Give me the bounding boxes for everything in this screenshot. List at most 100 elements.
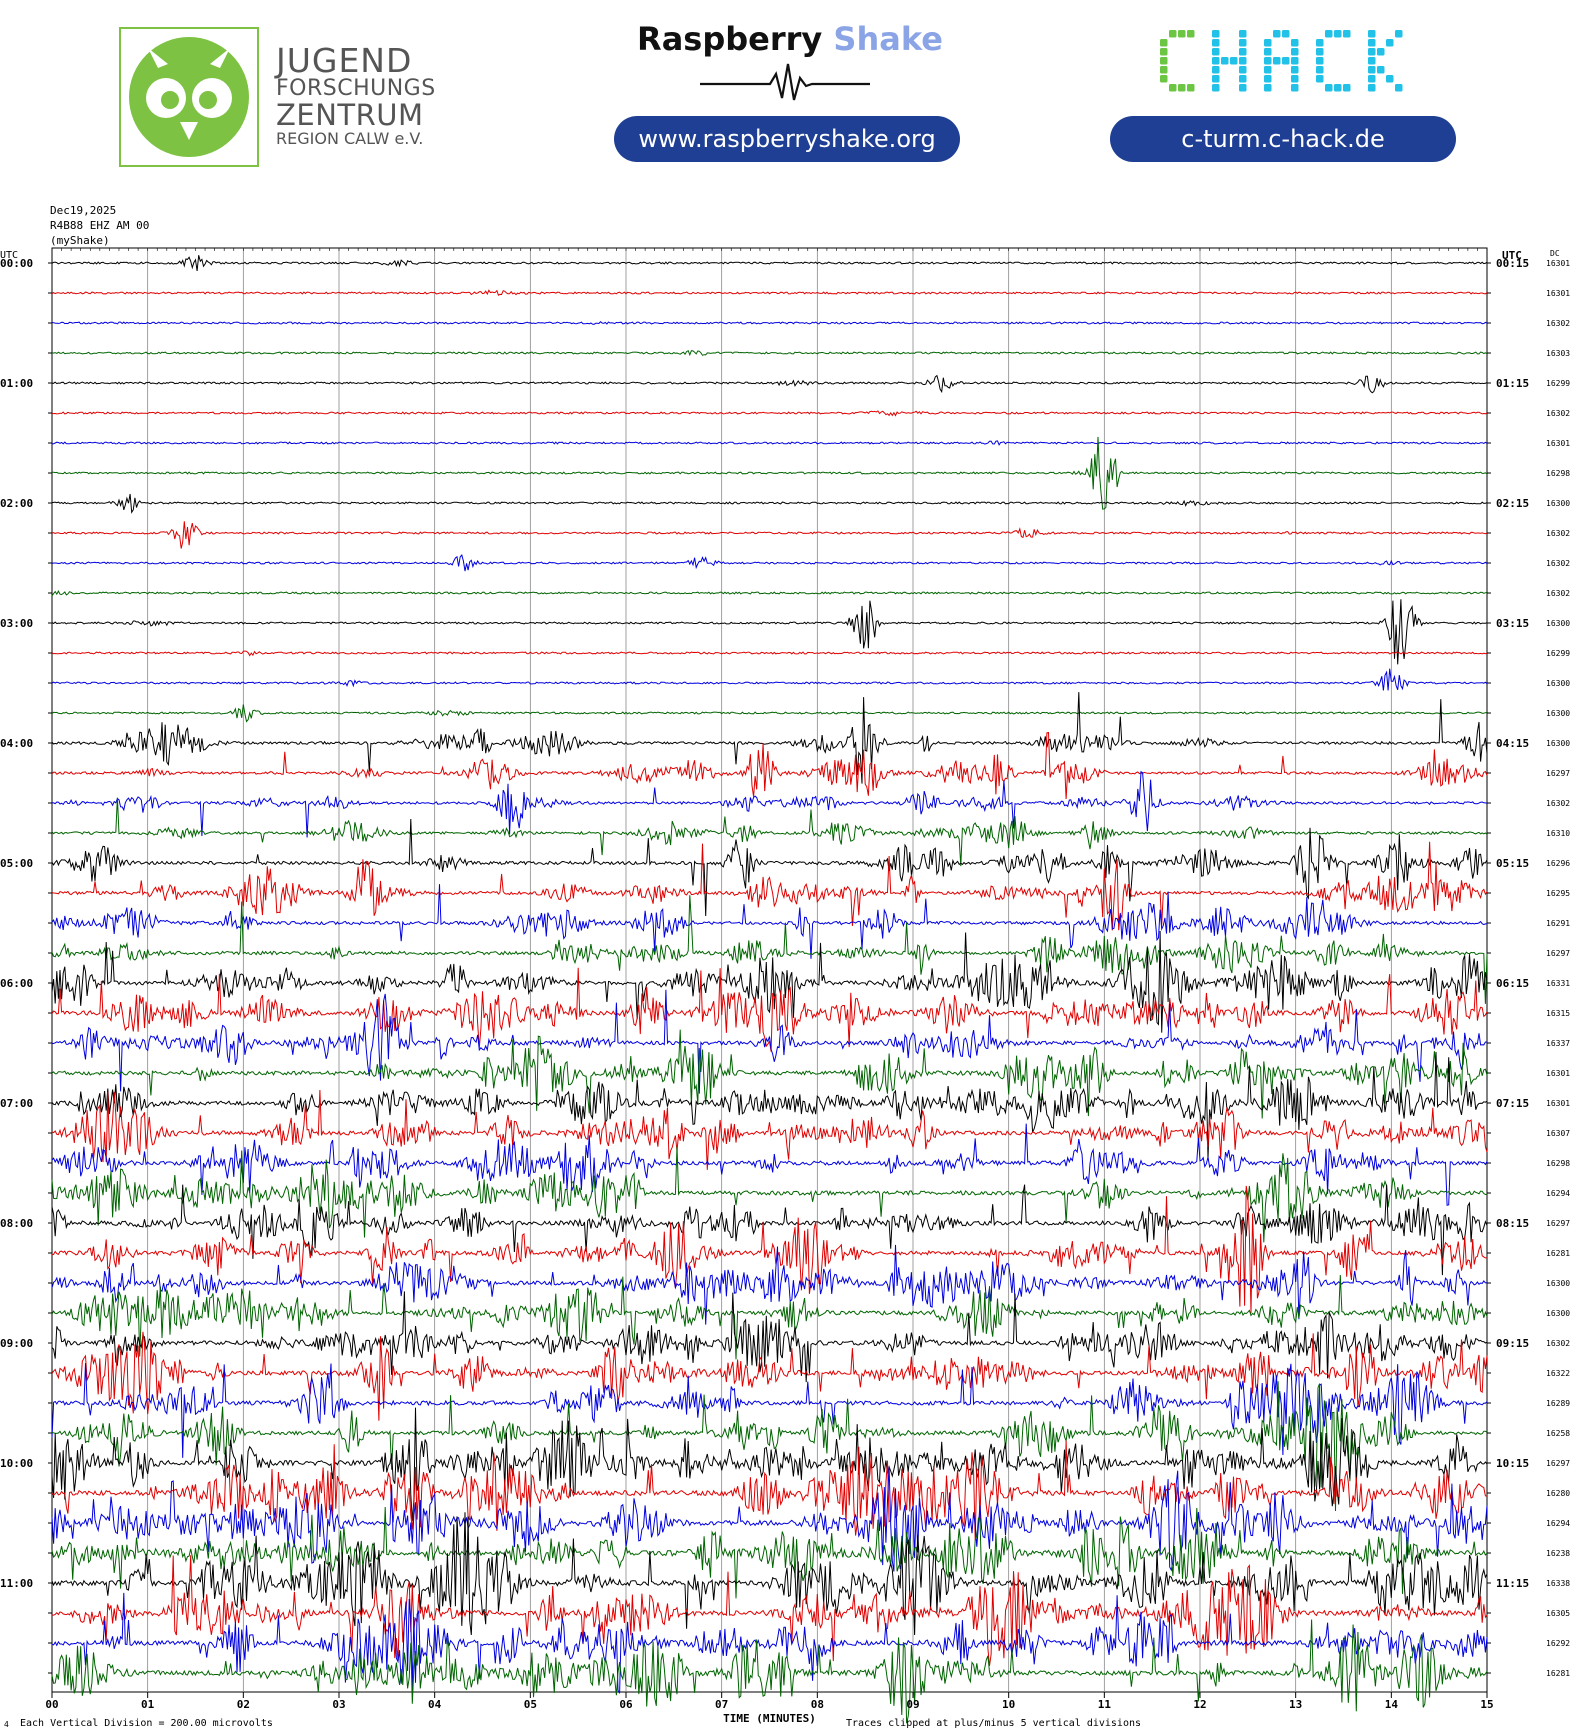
chack-dot [1239, 30, 1247, 38]
seismic-trace [51, 1274, 1488, 1360]
x-tick-label: 13 [1289, 1698, 1302, 1711]
hour-label-left: 02:00 [0, 497, 33, 510]
left-axis-title: UTC [0, 250, 18, 261]
chack-dot [1343, 30, 1351, 38]
x-tick-label: 04 [428, 1698, 442, 1711]
seismic-trace [51, 1089, 1488, 1170]
seismic-trace [51, 1146, 1488, 1243]
chack-dot [1343, 84, 1351, 92]
hour-label-right: 06:15 [1496, 977, 1529, 990]
seismic-trace [51, 989, 1487, 1094]
dc-offset-label: 16331 [1546, 979, 1570, 988]
hour-label-left: 07:00 [0, 1097, 33, 1110]
chack-dot [1377, 66, 1385, 74]
seismic-trace [51, 1440, 1488, 1541]
hour-label-left: 04:00 [0, 737, 33, 750]
chack-dot [1212, 39, 1220, 47]
dc-offset-label: 16298 [1546, 469, 1570, 478]
seismic-trace [51, 1466, 1488, 1572]
dc-offset-label: 16300 [1546, 739, 1570, 748]
x-axis-label: TIME (MINUTES) [723, 1712, 816, 1725]
chack-dot [1316, 75, 1324, 83]
chack-url-link[interactable]: c-turm.c-hack.de [1110, 116, 1456, 162]
dc-offset-label: 16322 [1546, 1369, 1570, 1378]
chack-dot [1368, 57, 1376, 65]
corner-mark: 4 [4, 1720, 9, 1729]
chack-dot [1395, 84, 1403, 92]
dc-offset-label: 16302 [1546, 529, 1570, 538]
jfz-line-2: FORSCHUNGS [276, 76, 436, 101]
dc-offset-label: 16295 [1546, 889, 1570, 898]
chack-dot [1386, 39, 1394, 47]
hour-label-right: 01:15 [1496, 377, 1529, 390]
chack-dot [1291, 84, 1299, 92]
seismic-trace [51, 1029, 1488, 1119]
dc-offset-label: 16294 [1546, 1519, 1570, 1528]
seismic-trace [51, 493, 1488, 514]
chack-dot [1239, 75, 1247, 83]
seismic-trace [51, 1244, 1488, 1325]
dc-offset-label: 16300 [1546, 679, 1570, 688]
seismic-trace [51, 410, 1488, 417]
dc-offset-label: 16258 [1546, 1429, 1570, 1438]
x-tick-label: 12 [1193, 1698, 1206, 1711]
x-tick-label: 01 [141, 1698, 155, 1711]
hour-label-left: 03:00 [0, 617, 33, 630]
seismic-trace [51, 841, 1488, 931]
chack-dot [1169, 84, 1177, 92]
chack-dot [1291, 39, 1299, 47]
hour-label-left: 08:00 [0, 1217, 33, 1230]
seismic-trace [51, 967, 1488, 1052]
dc-offset-label: 16297 [1546, 949, 1570, 958]
hour-label-left: 10:00 [0, 1457, 33, 1470]
chack-dot [1239, 57, 1247, 65]
hour-label-right: 04:15 [1496, 737, 1529, 750]
dc-offset-label: 16305 [1546, 1609, 1570, 1618]
chack-dot [1316, 48, 1324, 56]
hour-label-right: 03:15 [1496, 617, 1529, 630]
chack-dot [1368, 84, 1376, 92]
seismic-trace [51, 692, 1488, 784]
hour-label-left: 00:00 [0, 257, 33, 270]
hour-label-right: 05:15 [1496, 857, 1529, 870]
dc-offset-label: 16338 [1546, 1579, 1570, 1588]
chart-station: R4B88 EHZ AM 00 [50, 219, 150, 232]
seismic-trace [51, 1363, 1488, 1458]
raspberryshake-url-link[interactable]: www.raspberryshake.org [614, 116, 960, 162]
raspberry-shake-title: Raspberry Shake [600, 20, 980, 58]
x-tick-label: 03 [332, 1698, 345, 1711]
x-tick-label: 00 [45, 1698, 58, 1711]
chack-dot [1212, 84, 1220, 92]
seismic-trace [51, 650, 1488, 657]
x-tick-label: 02 [237, 1698, 250, 1711]
hour-label-left: 09:00 [0, 1337, 33, 1350]
seismic-trace [51, 1592, 1488, 1694]
dc-offset-label: 16299 [1546, 379, 1570, 388]
jfz-line-1: JUGEND [276, 41, 413, 80]
chack-dot [1239, 48, 1247, 56]
dc-offset-label: 16300 [1546, 499, 1570, 508]
x-tick-label: 07 [715, 1698, 728, 1711]
chack-dot [1282, 30, 1290, 38]
hour-label-right: 11:15 [1496, 1577, 1529, 1590]
chack-dot [1178, 30, 1186, 38]
chack-dot [1395, 30, 1403, 38]
shake-word: Shake [833, 20, 943, 58]
chack-dot [1291, 75, 1299, 83]
clipping-note: Traces clipped at plus/minus 5 vertical … [846, 1718, 1142, 1729]
chack-dot [1212, 48, 1220, 56]
seismic-trace [51, 895, 1488, 1004]
hour-label-left: 11:00 [0, 1577, 33, 1590]
seismic-trace [51, 590, 1488, 597]
chack-dot [1169, 30, 1177, 38]
dc-offset-label: 16307 [1546, 1129, 1570, 1138]
dc-offset-label: 16302 [1546, 799, 1570, 808]
x-tick-label: 09 [906, 1698, 919, 1711]
chack-dot [1264, 66, 1272, 74]
dc-offset-label: 16297 [1546, 769, 1570, 778]
dc-offset-label: 16300 [1546, 709, 1570, 718]
chack-dot [1273, 57, 1281, 65]
chack-dot [1316, 39, 1324, 47]
dc-offset-label: 16301 [1546, 1099, 1570, 1108]
